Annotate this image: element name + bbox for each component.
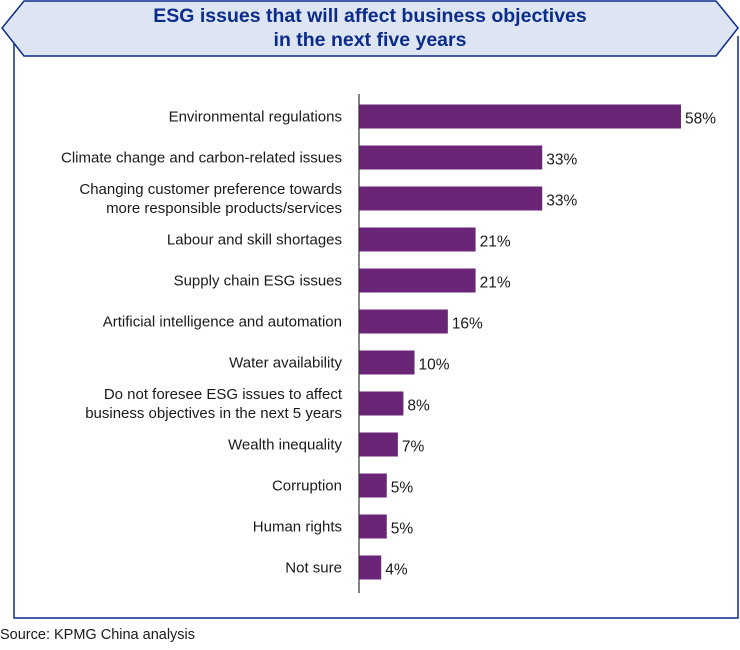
category-label-line: Labour and skill shortages (167, 232, 342, 249)
category-label: Human rights (253, 519, 342, 536)
category-label: Not sure (285, 560, 342, 577)
category-label: Artificial intelligence and automation (103, 314, 342, 331)
source-note: Source: KPMG China analysis (0, 627, 196, 643)
category-label-line: Wealth inequality (228, 437, 342, 454)
data-label: 21% (480, 275, 511, 292)
category-label: Do not foresee ESG issues to affect busin… (85, 386, 343, 422)
data-label: 33% (546, 193, 577, 210)
bar-group: Wealth inequality 7% (228, 432, 425, 457)
category-label-line: Supply chain ESG issues (174, 273, 342, 290)
bar-group: Not sure 4% (285, 555, 408, 580)
bar (359, 186, 543, 211)
bars-layer: Environmental regulations 58% Climate chan… (61, 104, 716, 580)
bar-group: Water availability 10% (229, 350, 450, 375)
category-label-line: Artificial intelligence and automation (103, 314, 342, 331)
data-label: 8% (407, 398, 430, 415)
category-label-line: Climate change and carbon-related issues (61, 150, 342, 167)
bar-group: Do not foresee ESG issues to affect busin… (85, 386, 430, 422)
bar-group: Environmental regulations 58% (169, 104, 716, 129)
category-label-line: Not sure (285, 560, 342, 577)
bar-group: Changing customer preference towards more… (79, 181, 577, 217)
chart-title-line-1: ESG issues that will affect business obj… (153, 5, 587, 27)
bar (359, 268, 476, 293)
chart-title-line-2: in the next five years (273, 29, 467, 51)
bar (359, 555, 382, 580)
category-label-line: Do not foresee ESG issues to affect (104, 386, 343, 403)
category-label-line: business objectives in the next 5 years (85, 405, 342, 422)
data-label: 21% (480, 234, 511, 251)
data-label: 7% (402, 439, 425, 456)
category-label-line: Changing customer preference towards (79, 181, 342, 198)
category-label-line: Environmental regulations (169, 109, 342, 126)
bar (359, 432, 398, 457)
category-label-line: Water availability (229, 355, 342, 372)
data-label: 5% (391, 480, 414, 497)
frame-border (13, 36, 739, 619)
bar (359, 350, 415, 375)
bar (359, 514, 387, 539)
category-label: Labour and skill shortages (167, 232, 342, 249)
bar (359, 473, 387, 498)
data-label: 4% (385, 562, 408, 579)
category-label: Climate change and carbon-related issues (61, 150, 342, 167)
data-label: 33% (546, 152, 577, 169)
category-label: Changing customer preference towards more… (79, 181, 342, 217)
category-label-line: Human rights (253, 519, 342, 536)
category-label: Wealth inequality (228, 437, 342, 454)
data-label: 58% (685, 111, 716, 128)
bar-group: Climate change and carbon-related issues… (61, 145, 577, 170)
category-label: Environmental regulations (169, 109, 342, 126)
data-label: 10% (419, 357, 450, 374)
data-label: 16% (452, 316, 483, 333)
data-label: 5% (391, 521, 414, 538)
category-label-line: more responsible products/services (106, 200, 342, 217)
bar-group: Labour and skill shortages 21% (167, 227, 511, 252)
chart-title: ESG issues that will affect business obj… (0, 4, 740, 52)
bar (359, 227, 476, 252)
bar-group: Corruption 5% (272, 473, 414, 498)
bar (359, 391, 404, 416)
category-label: Supply chain ESG issues (174, 273, 342, 290)
bar-group: Human rights 5% (253, 514, 414, 539)
bar (359, 145, 543, 170)
bar (359, 104, 681, 129)
category-label: Corruption (272, 478, 342, 495)
title-banner (1, 0, 739, 57)
category-label: Water availability (229, 355, 342, 372)
bar-group: Supply chain ESG issues 21% (174, 268, 511, 293)
category-label-line: Corruption (272, 478, 342, 495)
bar-group: Artificial intelligence and automation 16… (103, 309, 483, 334)
bar (359, 309, 448, 334)
